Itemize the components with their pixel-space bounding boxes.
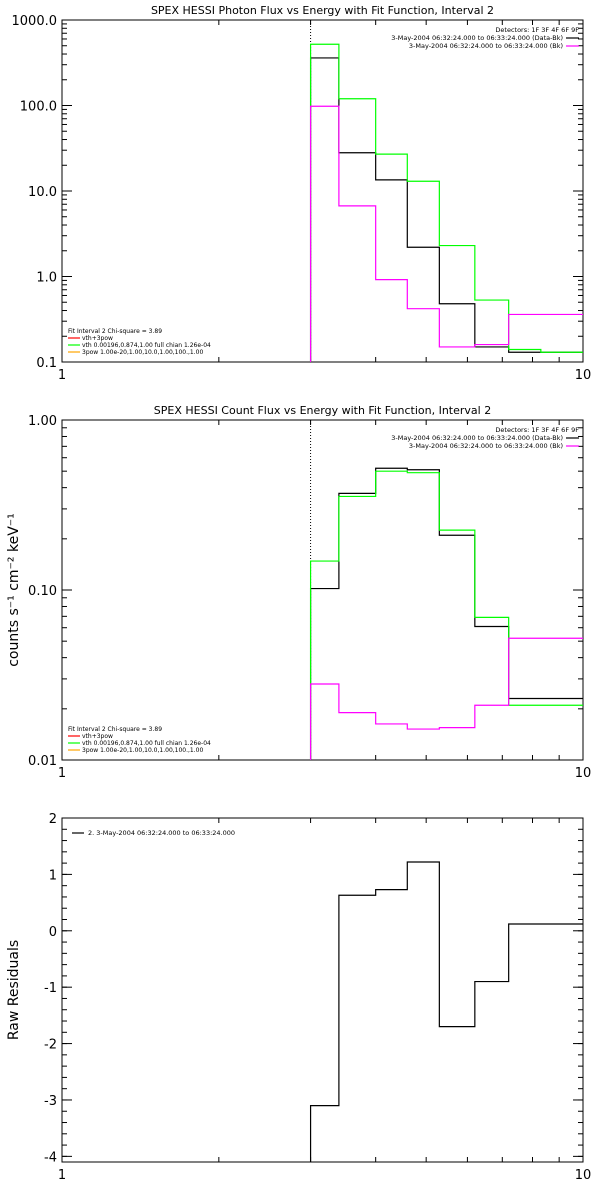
y-tick-label: 0.1 — [36, 356, 57, 371]
x-tick-label: 1 — [58, 766, 66, 781]
chart-panel-1: SPEX HESSI Photon Flux vs Energy with Fi… — [12, 4, 592, 383]
y-tick-label: 2 — [49, 812, 57, 827]
series-line-2 — [309, 43, 583, 362]
y-tick-label: 1 — [49, 868, 57, 883]
y-tick-label: 1.00 — [28, 414, 57, 429]
y-tick-label: 10.0 — [28, 185, 57, 200]
y-tick-label: 1.0 — [36, 271, 57, 286]
chart-title: SPEX HESSI Photon Flux vs Energy with Fi… — [151, 4, 494, 17]
x-tick-label: 10 — [575, 1168, 592, 1183]
y-tick-label: 0.01 — [28, 754, 57, 769]
legend-bottom-entry: vth+3pow — [82, 733, 113, 740]
series-line-3 — [309, 105, 583, 362]
chart-panel-2: SPEX HESSI Count Flux vs Energy with Fit… — [6, 404, 591, 781]
series-line-1 — [309, 57, 583, 362]
legend-top-entry: Detectors: 1F 3F 4F 6F 9F — [495, 26, 579, 34]
legend-bottom-entry: vth+3pow — [82, 335, 113, 342]
series-line-1 — [309, 861, 583, 1162]
legend-bottom-entry: vth 0.00196,0.874,1.00 full chian 1.26e-… — [82, 342, 211, 349]
legend-top-entry: Detectors: 1F 3F 4F 6F 9F — [495, 426, 579, 434]
legend-top-entry: 3-May-2004 06:32:24.000 to 06:33:24.000 … — [409, 42, 563, 50]
series-line-3 — [309, 637, 583, 760]
legend-bottom-entry: Fit Interval 2 Chi-square = 3.89 — [68, 328, 162, 335]
legend-bottom-entry: vth 0.00196,0.874,1.00 full chian 1.26e-… — [82, 740, 211, 747]
x-tick-label: 10 — [575, 766, 592, 781]
legend-top-entry: 2. 3-May-2004 06:32:24.000 to 06:33:24.0… — [88, 829, 235, 837]
y-tick-label: 1000.0 — [12, 14, 58, 29]
legend-bottom-entry: 3pow 1.00e-20,1.00,10.0,1.00,100.,1.00 — [82, 747, 203, 754]
x-tick-label: 10 — [575, 368, 592, 383]
y-axis-label: counts s⁻¹ cm⁻² keV⁻¹ — [6, 513, 22, 667]
y-axis-label: Raw Residuals — [6, 940, 22, 1040]
series-line-1 — [309, 467, 583, 760]
plot-frame — [61, 419, 584, 761]
y-tick-label: -4 — [44, 1150, 57, 1165]
x-tick-label: 1 — [58, 1168, 66, 1183]
y-tick-label: -3 — [44, 1094, 57, 1109]
legend-top-entry: 3-May-2004 06:32:24.000 to 06:33:24.000 … — [391, 434, 563, 442]
y-tick-label: -2 — [44, 1038, 57, 1053]
legend-bottom-entry: Fit Interval 2 Chi-square = 3.89 — [68, 726, 162, 733]
legend-bottom-entry: 3pow 1.00e-20,1.00,10.0,1.00,100.,1.00 — [82, 349, 203, 356]
y-tick-label: -1 — [44, 981, 57, 996]
x-tick-label: 1 — [58, 368, 66, 383]
chart-panel-3: 1 10 -4 -3 -2 -1 0 1 2 Raw Residuals 2. 3-May-2004… — [6, 812, 591, 1183]
legend-top-entry: 3-May-2004 06:32:24.000 to 06:33:24.000 … — [409, 442, 563, 450]
plot-frame — [61, 19, 584, 363]
legend-top-entry: 3-May-2004 06:32:24.000 to 06:33:24.000 … — [391, 34, 563, 42]
chart-title: SPEX HESSI Count Flux vs Energy with Fit… — [154, 404, 491, 417]
y-tick-label: 0 — [49, 925, 57, 940]
plot-frame — [61, 817, 584, 1163]
y-tick-label: 0.10 — [28, 584, 57, 599]
series-line-2 — [309, 470, 583, 760]
y-tick-label: 100.0 — [20, 100, 57, 115]
